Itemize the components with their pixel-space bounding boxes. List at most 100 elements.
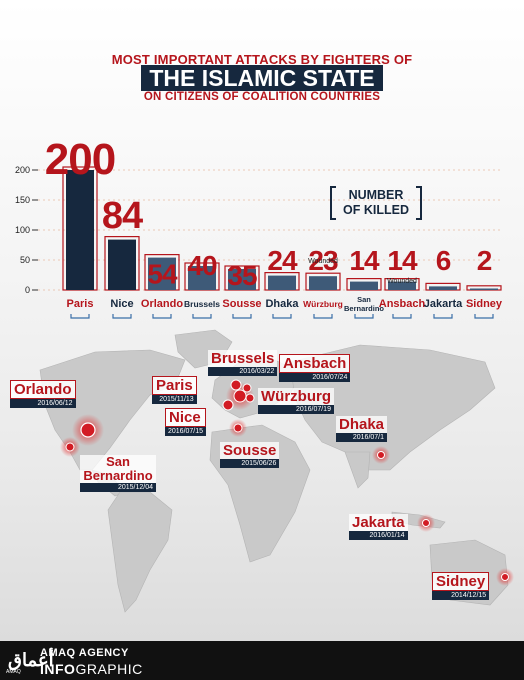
- city-name: Dhaka: [336, 416, 388, 433]
- map-label-nice: Nice 2016/07/15: [165, 408, 207, 436]
- marker-sidney-dot: [501, 573, 509, 581]
- map-label-brussels: Brussels 2016/03/22: [208, 350, 278, 376]
- legend-bracket-right: [416, 186, 422, 220]
- attack-date: 2014/12/15: [432, 591, 490, 600]
- legend-bracket-left: [330, 186, 336, 220]
- south-america-shape: [107, 491, 173, 613]
- amaq-logo-sub: AMAQ: [6, 669, 21, 675]
- attack-date: 2016/03/22: [208, 367, 278, 376]
- marker-ansbach: [242, 383, 252, 393]
- value-label: 54: [147, 259, 178, 290]
- marker-wurzburg: [245, 393, 255, 403]
- y-tick-label: 150: [15, 195, 30, 205]
- bar-dhaka: [268, 275, 296, 290]
- graphic-text: GRAPHIC: [75, 661, 143, 677]
- map-label-ansbach: Ansbach 2016/07/24: [279, 354, 351, 382]
- value-label: 40: [187, 250, 217, 281]
- marker-sousse-dot: [233, 423, 243, 433]
- category-label: Nice: [110, 298, 133, 310]
- bracket: [474, 314, 494, 319]
- map-label-sousse: Sousse 2015/06/26: [220, 442, 280, 468]
- city-name: Sousse: [220, 442, 280, 459]
- map-label-paris: Paris 2015/11/13: [152, 376, 197, 404]
- map-label-sidney: Sidney 2014/12/15: [432, 572, 490, 600]
- attack-date: 2016/07/19: [258, 405, 334, 414]
- value-label: 200: [45, 135, 115, 184]
- bar-ansbach: [388, 281, 416, 290]
- city-name: Paris: [152, 376, 197, 395]
- chart-legend: NUMBER OF KILLED: [330, 186, 422, 220]
- attack-date: 2016/07/1: [336, 433, 388, 442]
- annotation: Wounded: [387, 278, 417, 285]
- city-name: Brussels: [208, 350, 278, 367]
- category-label: Dhaka: [265, 298, 299, 310]
- value-label: 14: [387, 245, 418, 276]
- bar-brussels: [188, 266, 216, 290]
- marker-brussels: [230, 379, 242, 391]
- india-shape: [344, 451, 371, 489]
- category-label: Orlando: [141, 298, 183, 310]
- attack-date: 2015/06/26: [220, 459, 280, 468]
- attack-date: 2016/07/24: [279, 373, 351, 382]
- bracket: [354, 314, 374, 319]
- attack-markers: [60, 379, 514, 586]
- info-text: INFO: [40, 661, 76, 677]
- bracket: [192, 314, 212, 319]
- map-label-wurzburg: Würzburg 2016/07/19: [258, 388, 334, 414]
- category-label: Bernardino: [344, 304, 384, 313]
- marker-dhaka-dot: [377, 451, 385, 459]
- category-label: Brussels: [184, 299, 220, 309]
- bar-orlando: [148, 257, 176, 290]
- category-label: Jakarta: [424, 298, 463, 310]
- attack-date: 2015/11/13: [152, 395, 197, 404]
- legend-line-1: NUMBER: [348, 188, 404, 202]
- category-label: Sousse: [222, 298, 261, 310]
- title-line-3: ON CITIZENS OF COALITION COUNTRIES: [143, 91, 381, 103]
- bar-nice: [108, 239, 136, 290]
- bracket: [70, 314, 90, 319]
- value-label: 24: [267, 245, 298, 276]
- bar-paris: [66, 170, 94, 290]
- title-main: THE ISLAMIC STATE: [141, 65, 383, 91]
- y-tick-label: 100: [15, 225, 30, 235]
- marker-jakarta-dot: [422, 519, 430, 527]
- city-name: Würzburg: [258, 388, 334, 405]
- attack-date: 2016/07/15: [165, 427, 207, 436]
- bar-chart: 0 50 100 150 200 200 Paris 84 Nice 54 Orlando 40 Bru…: [15, 135, 503, 319]
- city-name: Orlando: [10, 380, 76, 399]
- category-label: San: [357, 295, 371, 304]
- bracket: [152, 314, 172, 319]
- annotation: Wounded: [308, 258, 338, 265]
- title-line-1: MOST IMPORTANT ATTACKS BY FIGHTERS OF: [111, 52, 413, 67]
- bracket: [272, 314, 292, 319]
- bracket: [112, 314, 132, 319]
- y-tick-label: 0: [25, 285, 30, 295]
- marker-san-bernardino-dot: [65, 442, 75, 452]
- infographic-label: INFOGRAPHIC: [40, 661, 143, 677]
- value-label: 23: [308, 245, 338, 276]
- city-name: San Bernardino: [80, 455, 156, 483]
- attack-date: 2016/06/12: [10, 399, 76, 408]
- category-label: Paris: [67, 298, 94, 310]
- city-name: Jakarta: [349, 514, 408, 531]
- y-tick-label: 50: [20, 255, 30, 265]
- attack-date: 2015/12/04: [80, 483, 156, 492]
- bar-sidney: [470, 288, 498, 290]
- marker-paris-dot: [233, 389, 247, 403]
- category-label: Ansbach: [379, 298, 426, 310]
- city-name: Ansbach: [279, 354, 351, 373]
- value-label: 6: [436, 245, 451, 276]
- bracket: [232, 314, 252, 319]
- map-label-orlando: Orlando 2016/06/12: [10, 380, 76, 408]
- y-tick-label: 200: [15, 165, 30, 175]
- agency-name: AMAQ AGENCY: [40, 647, 129, 659]
- legend-line-2: OF KILLED: [343, 203, 409, 217]
- value-label: 14: [349, 245, 380, 276]
- bar-jakarta: [429, 286, 457, 290]
- marker-nice: [222, 399, 234, 411]
- value-label: 35: [227, 260, 257, 291]
- value-label: 84: [102, 195, 143, 237]
- bracket: [313, 314, 333, 319]
- bracket: [392, 314, 412, 319]
